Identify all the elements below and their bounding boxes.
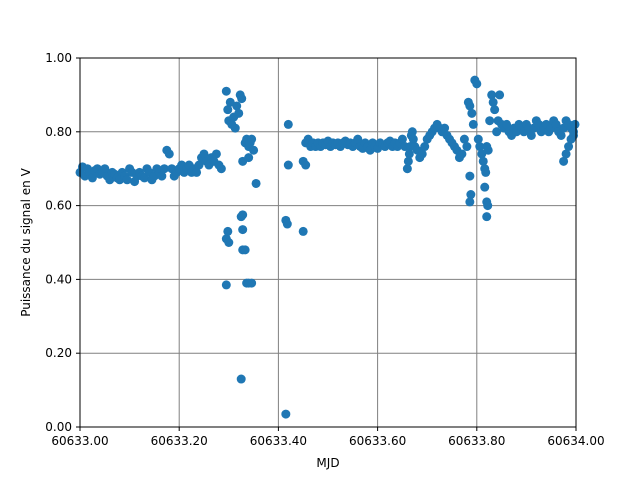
data-point <box>353 134 363 144</box>
y-tick-label: 1.00 <box>45 51 72 65</box>
data-point <box>251 178 261 188</box>
data-point <box>462 142 472 152</box>
data-point <box>247 134 257 144</box>
data-point <box>194 160 204 170</box>
data-point <box>157 171 167 181</box>
data-point <box>440 123 450 133</box>
data-point <box>221 280 231 290</box>
data-point <box>408 134 418 144</box>
data-point <box>420 142 430 152</box>
data-point <box>561 149 571 159</box>
data-point <box>465 171 475 181</box>
data-point <box>404 149 414 159</box>
y-tick-label: 0.40 <box>45 272 72 286</box>
x-tick-label: 60634.00 <box>547 434 604 448</box>
data-point <box>566 134 576 144</box>
data-point <box>465 197 475 207</box>
x-tick-label: 60633.00 <box>51 434 108 448</box>
data-point <box>236 374 246 384</box>
data-point <box>472 79 482 89</box>
data-point <box>192 167 202 177</box>
data-point <box>407 127 417 137</box>
data-point <box>211 149 221 159</box>
data-point <box>403 156 413 166</box>
data-point <box>483 201 493 211</box>
data-point <box>465 101 475 111</box>
data-point <box>249 145 259 155</box>
data-point <box>473 134 483 144</box>
data-point <box>221 86 231 96</box>
x-tick-label: 60633.80 <box>448 434 505 448</box>
data-point <box>468 119 478 129</box>
data-point <box>551 119 561 129</box>
data-point <box>481 167 491 177</box>
data-point <box>301 160 311 170</box>
data-point <box>495 90 505 100</box>
data-point <box>240 245 250 255</box>
data-point <box>223 226 233 236</box>
y-axis-label: Puissance du signal en V <box>19 167 33 316</box>
data-point <box>569 127 579 137</box>
data-point <box>475 142 485 152</box>
data-point <box>87 173 97 183</box>
data-point <box>480 182 490 192</box>
y-tick-label: 0.80 <box>45 125 72 139</box>
data-point <box>490 105 500 115</box>
data-point <box>223 105 233 115</box>
data-point <box>466 190 476 200</box>
data-point <box>281 409 291 419</box>
data-point <box>244 153 254 163</box>
data-point <box>230 123 240 133</box>
data-point <box>478 156 488 166</box>
data-point <box>164 149 174 159</box>
data-point <box>417 149 427 159</box>
data-point <box>232 101 242 111</box>
data-point <box>199 149 209 159</box>
x-tick-label: 60633.60 <box>349 434 406 448</box>
data-point <box>559 156 569 166</box>
data-point <box>216 164 226 174</box>
data-point <box>402 164 412 174</box>
x-axis-label: MJD <box>316 456 339 470</box>
data-point <box>122 175 132 185</box>
data-point <box>485 116 495 126</box>
data-point <box>570 119 580 129</box>
data-point <box>238 225 248 235</box>
data-point <box>467 108 477 118</box>
data-point <box>100 164 110 174</box>
data-point <box>238 210 248 220</box>
data-point <box>492 127 502 137</box>
data-point <box>564 142 574 152</box>
data-point <box>159 164 169 174</box>
data-point <box>282 219 292 229</box>
data-points <box>75 75 580 419</box>
data-point <box>397 134 407 144</box>
data-point <box>237 94 247 104</box>
data-point <box>488 97 498 107</box>
y-tick-label: 0.20 <box>45 346 72 360</box>
data-point <box>224 238 234 247</box>
data-point <box>283 119 293 129</box>
y-tick-label: 0.60 <box>45 199 72 213</box>
y-tick-label: 0.00 <box>45 420 72 434</box>
data-point <box>482 212 492 222</box>
data-point <box>247 278 257 288</box>
data-point <box>459 134 469 144</box>
x-tick-label: 60633.40 <box>250 434 307 448</box>
axis-ticks: 60633.00 60633.20 60633.40 60633.60 60633.80… <box>45 51 604 448</box>
data-point <box>526 130 536 140</box>
data-point <box>556 130 566 140</box>
data-point <box>283 160 293 170</box>
axes-frame <box>79 57 577 428</box>
data-point <box>502 119 512 129</box>
data-point <box>234 108 244 118</box>
data-point <box>457 149 467 159</box>
x-tick-label: 60633.20 <box>151 434 208 448</box>
data-point <box>487 90 497 100</box>
data-point <box>483 145 493 155</box>
data-point <box>298 226 308 236</box>
